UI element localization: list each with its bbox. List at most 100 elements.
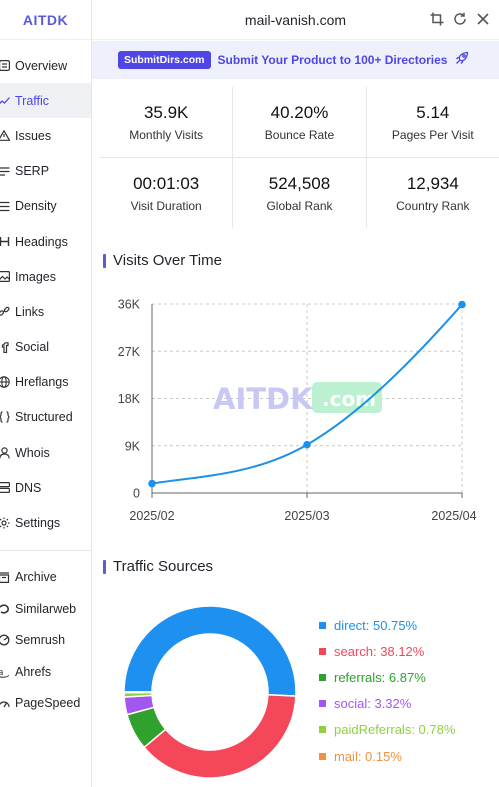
sidebar-item-density[interactable]: Density (0, 189, 91, 224)
sidebar-item-dns[interactable]: DNS (0, 470, 91, 505)
stat-label: Monthly Visits (129, 127, 204, 142)
visits-line-chart[interactable]: 0 9K 18K 27K 36K 2025/02 2025/03 2025/04 AITDK .c… (100, 285, 499, 530)
density-icon (0, 199, 10, 213)
stat-value: 00:01:03 (133, 173, 200, 193)
sidebar-item-pagespeed[interactable]: PageSpeed (0, 688, 91, 720)
header-tools (429, 11, 491, 27)
trend-icon (0, 94, 10, 108)
legend-label: paidReferrals: 0.78% (334, 722, 456, 738)
stat-value: 524,508 (268, 173, 331, 193)
globe-icon (0, 375, 10, 389)
legend-swatch (319, 752, 326, 760)
y-tick-label: 18K (118, 392, 141, 406)
stat-monthly-visits: 35.9K Monthly Visits (100, 87, 234, 157)
sidebar-item-hreflangs[interactable]: Hreflangs (0, 365, 91, 400)
sidebar-item-label: Archive (15, 570, 57, 585)
sidebar-item-ahrefs[interactable]: a Ahrefs (0, 656, 91, 688)
link-icon (0, 305, 10, 319)
legend-item-social[interactable]: social: 3.32% (319, 691, 455, 717)
legend-item-direct[interactable]: direct: 50.75% (319, 612, 455, 638)
sidebar-item-label: Whois (15, 445, 50, 460)
dns-icon (0, 481, 10, 495)
stat-label: Country Rank (396, 198, 470, 213)
sidebar-item-label: SERP (15, 164, 50, 179)
rocket-icon (455, 51, 469, 70)
sidebar-item-archive[interactable]: Archive (0, 562, 91, 594)
aitdk-watermark: AITDK .com (213, 382, 382, 416)
visits-data-point[interactable] (148, 479, 156, 488)
promo-banner[interactable]: SubmitDirs.com Submit Your Product to 10… (92, 41, 499, 79)
x-tick-label: 2025/04 (431, 509, 476, 523)
semrush-icon (0, 633, 10, 647)
gear-icon (0, 516, 10, 530)
donut-slice-direct[interactable] (123, 605, 297, 697)
legend-item-referrals[interactable]: referrals: 6.87% (319, 664, 455, 690)
heading-icon (0, 235, 10, 249)
sidebar-item-headings[interactable]: Headings (0, 224, 91, 259)
overview-icon (0, 59, 10, 73)
serp-icon (0, 164, 10, 178)
stats-row: 35.9K Monthly Visits 40.20% Bounce Rate 5.… (100, 87, 499, 157)
warning-icon (0, 129, 10, 143)
sidebar-item-settings[interactable]: Settings (0, 505, 91, 540)
legend-swatch (319, 673, 326, 681)
visits-title-text: Visits Over Time (113, 252, 222, 269)
donut-slice-mail[interactable] (123, 691, 153, 694)
sidebar-item-traffic[interactable]: Traffic (0, 83, 91, 119)
header: mail-vanish.com (92, 0, 499, 40)
stat-pages-per-visit: 5.14 Pages Per Visit (367, 87, 499, 157)
stat-label: Visit Duration (130, 198, 202, 213)
sidebar-item-label: Images (15, 269, 56, 284)
traffic-sources-donut[interactable] (120, 602, 300, 782)
sidebar-item-label: Ahrefs (15, 664, 52, 679)
promo-badge: SubmitDirs.com (118, 51, 211, 69)
y-tick-label: 36K (118, 298, 141, 312)
sidebar-item-social[interactable]: Social (0, 330, 91, 365)
legend-label: social: 3.32% (334, 696, 412, 712)
stat-country-rank: 12,934 Country Rank (367, 158, 499, 228)
archive-icon (0, 570, 10, 584)
visits-data-point[interactable] (458, 300, 466, 309)
sidebar-item-issues[interactable]: Issues (0, 118, 91, 153)
traffic-stats: 35.9K Monthly Visits 40.20% Bounce Rate 5.… (100, 87, 499, 228)
stat-label: Global Rank (266, 198, 333, 213)
braces-icon (0, 410, 10, 424)
sidebar-item-label: PageSpeed (15, 696, 81, 711)
sidebar-item-label: Density (15, 199, 57, 214)
brand-logo[interactable]: AITDK (0, 0, 91, 40)
donut-slice-search[interactable] (143, 693, 297, 779)
refresh-icon[interactable] (452, 11, 468, 27)
sidebar-item-label: DNS (15, 480, 42, 495)
stat-label: Pages Per Visit (391, 127, 474, 142)
sidebar-item-label: Social (15, 340, 50, 355)
y-tick-label: 27K (118, 345, 141, 359)
sidebar-item-overview[interactable]: Overview (0, 48, 91, 83)
sidebar-item-label: Hreflangs (15, 375, 69, 390)
legend-swatch (319, 700, 326, 708)
crop-icon[interactable] (429, 11, 445, 27)
close-icon[interactable] (475, 11, 491, 27)
legend-item-mail[interactable]: mail: 0.15% (319, 743, 455, 769)
sidebar-item-label: Structured (15, 410, 73, 425)
sidebar-item-whois[interactable]: Whois (0, 435, 91, 470)
y-tick-label: 0 (133, 487, 140, 501)
sidebar-external-links: Archive Similarweb Semrush a Ahrefs PageSpeed (0, 562, 91, 720)
sidebar-item-structured[interactable]: Structured (0, 400, 91, 435)
title-accent-bar (103, 253, 106, 268)
legend-item-search[interactable]: search: 38.12% (319, 638, 455, 664)
svg-text:a: a (0, 668, 4, 678)
visits-data-point[interactable] (303, 440, 311, 449)
legend-swatch (319, 726, 326, 734)
sidebar-item-semrush[interactable]: Semrush (0, 625, 91, 657)
legend-label: referrals: 6.87% (334, 669, 426, 685)
sidebar-item-label: Similarweb (15, 601, 77, 616)
legend-item-paidReferrals[interactable]: paidReferrals: 0.78% (319, 717, 455, 743)
sidebar-item-links[interactable]: Links (0, 294, 91, 329)
x-tick-label: 2025/03 (284, 509, 329, 523)
sidebar-item-serp[interactable]: SERP (0, 154, 91, 189)
sidebar-item-similarweb[interactable]: Similarweb (0, 593, 91, 625)
sidebar-item-images[interactable]: Images (0, 259, 91, 294)
stat-value: 12,934 (406, 173, 459, 193)
sidebar-item-label: Settings (15, 516, 61, 531)
